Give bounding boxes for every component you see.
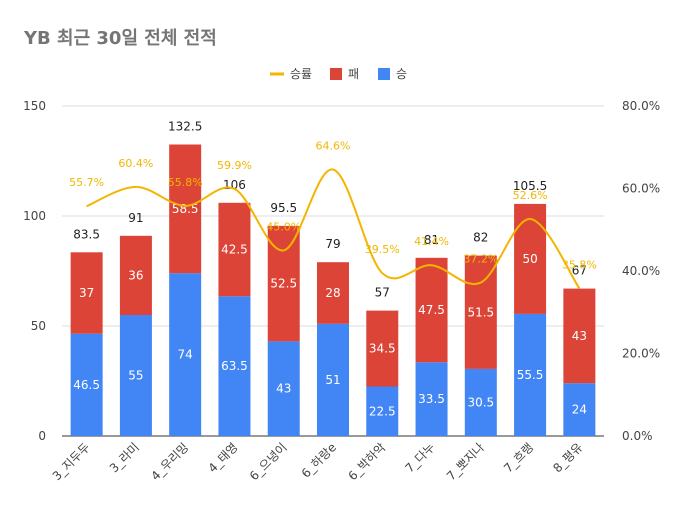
win-rate-line <box>86 168 581 289</box>
x-tick-label: 7_흐랭 <box>501 440 536 475</box>
win-rate-label: 45.0% <box>266 220 301 233</box>
win-value-label: 22.5 <box>369 404 396 418</box>
legend-swatch-win <box>378 68 390 80</box>
win-bar <box>514 313 547 436</box>
win-value-label: 51 <box>325 373 340 387</box>
x-tick-label: 3_지두두 <box>50 440 93 483</box>
win-rate-label: 55.8% <box>168 176 203 189</box>
loss-bar <box>563 288 596 384</box>
legend-label-win: 승 <box>396 67 407 81</box>
total-value-label: 95.5 <box>270 201 297 215</box>
total-value-label: 83.5 <box>73 227 100 241</box>
y2-tick-label: 60.0% <box>622 182 660 196</box>
total-value-label: 132.5 <box>168 120 202 134</box>
legend-swatch-loss <box>330 68 342 80</box>
loss-value-label: 47.5 <box>418 303 445 317</box>
win-value-label: 55.5 <box>517 368 544 382</box>
total-value-label: 79 <box>325 237 340 251</box>
y2-tick-label: 0.0% <box>622 429 653 443</box>
loss-bar <box>169 144 202 274</box>
win-bar <box>169 273 202 436</box>
win-value-label: 43 <box>276 382 291 396</box>
loss-bar <box>366 310 399 387</box>
win-rate-label: 39.5% <box>365 243 400 256</box>
total-value-label: 82 <box>473 231 488 245</box>
x-tick-label: 3_라미 <box>107 440 142 475</box>
x-tick-label: 8_평유 <box>550 440 585 475</box>
loss-bar <box>514 203 547 314</box>
loss-bar <box>218 202 251 297</box>
x-tick-label: 6_으녕이 <box>247 440 290 483</box>
loss-value-label: 37 <box>79 286 94 300</box>
loss-value-label: 36 <box>128 268 143 282</box>
x-tick-label: 4_태영 <box>205 440 240 475</box>
win-bar <box>267 341 300 436</box>
win-bar <box>464 368 497 436</box>
legend-label-winrate: 승률 <box>290 67 312 81</box>
loss-value-label: 42.5 <box>221 243 248 257</box>
loss-bar <box>464 255 497 369</box>
loss-bar <box>70 252 103 334</box>
x-tick-label: 7_뽀지나 <box>444 440 487 483</box>
loss-value-label: 43 <box>572 329 587 343</box>
y-tick-label: 50 <box>31 319 46 333</box>
loss-value-label: 51.5 <box>467 305 494 319</box>
win-rate-label: 35.8% <box>562 258 597 271</box>
x-tick-label: 6_박하악 <box>345 440 388 483</box>
chart-title: YB 최근 30일 전체 전적 <box>24 28 217 49</box>
loss-value-label: 34.5 <box>369 342 396 356</box>
win-value-label: 30.5 <box>467 395 494 409</box>
x-tick-label: 6_하랑e <box>299 440 339 480</box>
win-bar <box>218 296 251 436</box>
y-tick-label: 0 <box>38 429 46 443</box>
win-value-label: 74 <box>178 348 193 362</box>
win-bar <box>119 315 152 436</box>
win-rate-label: 41.4% <box>414 235 449 248</box>
win-bar <box>366 386 399 436</box>
win-bar <box>317 323 349 436</box>
y-tick-label: 150 <box>23 99 46 113</box>
win-value-label: 55 <box>128 369 143 383</box>
y2-tick-label: 20.0% <box>622 347 660 361</box>
win-rate-label: 55.7% <box>69 176 104 189</box>
y2-tick-label: 40.0% <box>622 264 660 278</box>
win-rate-label: 64.6% <box>316 140 351 153</box>
legend-label-loss: 패 <box>348 67 359 81</box>
win-value-label: 24 <box>572 403 587 417</box>
total-value-label: 91 <box>128 211 143 225</box>
win-value-label: 63.5 <box>221 359 248 373</box>
win-value-label: 46.5 <box>73 378 100 392</box>
total-value-label: 57 <box>375 286 390 300</box>
x-tick-label: 7_다누 <box>403 440 438 475</box>
win-rate-label: 59.9% <box>217 159 252 172</box>
win-bar <box>563 383 596 436</box>
win-rate-label: 52.6% <box>513 189 548 202</box>
win-value-label: 33.5 <box>418 392 445 406</box>
win-rate-label: 60.4% <box>118 157 153 170</box>
y2-tick-label: 80.0% <box>622 99 660 113</box>
loss-value-label: 50 <box>522 252 537 266</box>
win-rate-label: 37.2% <box>463 253 498 266</box>
loss-bar <box>317 262 349 324</box>
total-value-label: 105.5 <box>513 179 547 193</box>
loss-bar <box>119 235 152 315</box>
y-tick-label: 100 <box>23 209 46 223</box>
loss-value-label: 28 <box>325 286 340 300</box>
win-bar <box>70 333 103 436</box>
total-value-label: 67 <box>572 264 587 278</box>
x-tick-label: 4_우리밍 <box>148 440 191 483</box>
loss-bar <box>415 257 448 363</box>
win-bar <box>415 362 448 436</box>
total-value-label: 81 <box>424 233 439 247</box>
loss-value-label: 52.5 <box>270 277 297 291</box>
